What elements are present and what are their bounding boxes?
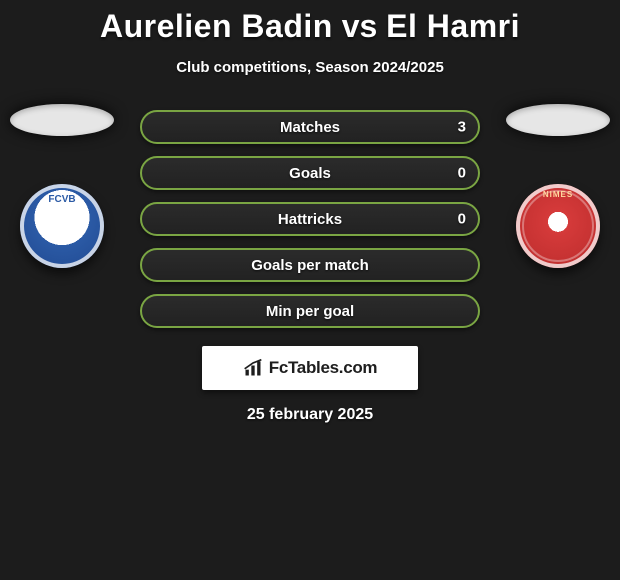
content-area: Matches 3 Goals 0 Hattricks 0 Goals per … <box>0 110 620 328</box>
stat-label: Goals <box>289 165 331 182</box>
date-label: 25 february 2025 <box>0 406 620 424</box>
stat-row-goals-per-match: Goals per match <box>140 248 480 282</box>
stat-row-min-per-goal: Min per goal <box>140 294 480 328</box>
stat-label: Matches <box>280 119 340 136</box>
stat-row-goals: Goals 0 <box>140 156 480 190</box>
stat-right-value: 3 <box>458 119 466 136</box>
player1-avatar-oval <box>10 104 114 136</box>
stat-label: Hattricks <box>278 211 342 228</box>
player2-club-badge <box>516 184 600 268</box>
player1-name: Aurelien Badin <box>100 8 333 44</box>
subtitle: Club competitions, Season 2024/2025 <box>0 59 620 76</box>
vs-label: vs <box>342 8 378 44</box>
player1-club-badge <box>20 184 104 268</box>
page-title: Aurelien Badin vs El Hamri <box>0 0 620 45</box>
stat-row-matches: Matches 3 <box>140 110 480 144</box>
bars-icon <box>243 358 263 378</box>
player2-name: El Hamri <box>386 8 520 44</box>
stat-right-value: 0 <box>458 165 466 182</box>
stat-label: Min per goal <box>266 303 354 320</box>
player2-avatar-oval <box>506 104 610 136</box>
brand-text: FcTables.com <box>269 358 378 378</box>
brand-box: FcTables.com <box>202 346 418 390</box>
left-side <box>2 110 122 268</box>
right-side <box>498 110 618 268</box>
stats-rows: Matches 3 Goals 0 Hattricks 0 Goals per … <box>140 110 480 328</box>
stat-label: Goals per match <box>251 257 369 274</box>
stat-row-hattricks: Hattricks 0 <box>140 202 480 236</box>
stat-right-value: 0 <box>458 211 466 228</box>
